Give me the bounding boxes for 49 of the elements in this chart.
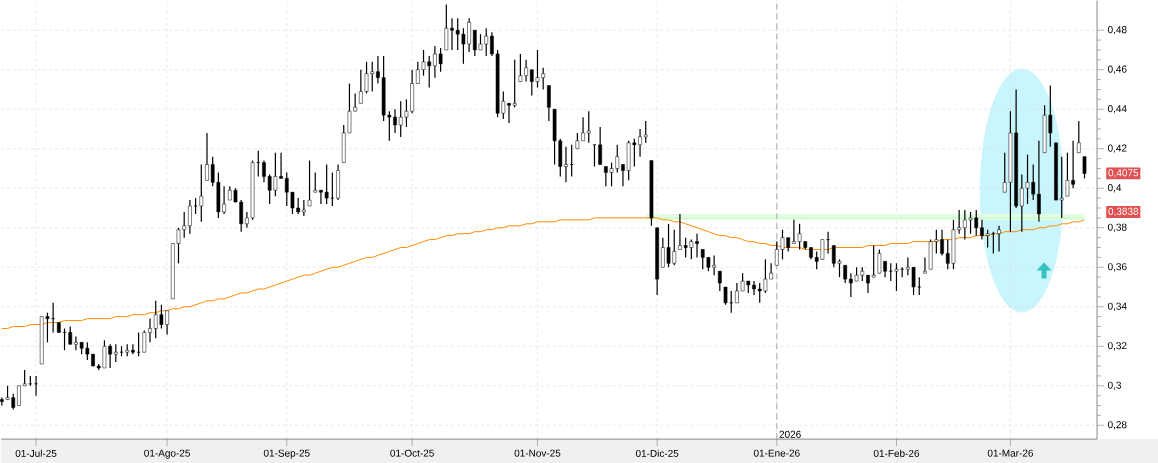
candlestick: [643, 120, 648, 144]
candlestick: [34, 375, 38, 397]
candlestick: [923, 256, 927, 274]
text: 0,3838: [1108, 207, 1139, 217]
candlestick: [997, 225, 1001, 253]
candlestick: [729, 290, 734, 314]
x-tick-label: 01-Ene-26: [753, 449, 800, 457]
y-tick-label: 0,48: [1107, 26, 1127, 35]
y-tick-label: 0,46: [1107, 65, 1127, 74]
x-tick-label: 01-Oct-25: [390, 449, 434, 457]
y-tick-label: 0,4: [1107, 184, 1122, 193]
x-tick-label: 01-Jul-25: [15, 449, 57, 457]
y-tick-label: 0,32: [1107, 342, 1127, 351]
candlestick: [592, 144, 597, 168]
x-tick-label: 01-Ago-25: [144, 449, 190, 459]
candlestick: [1082, 156, 1087, 179]
candlestick: [256, 150, 261, 177]
x-tick-label: 01-Feb-26: [873, 449, 920, 457]
y-tick-label: 0,38: [1107, 223, 1127, 232]
candlestick: [586, 110, 591, 144]
candlestick: [894, 262, 899, 292]
y-tick-label: 0,34: [1107, 302, 1127, 311]
candlestick: [51, 302, 55, 334]
candlestick: [1076, 120, 1081, 154]
candlestick: [598, 126, 603, 166]
candlestick: [188, 199, 192, 235]
candlestick: [1037, 140, 1041, 223]
candlestick: [62, 327, 67, 351]
candlestick: [547, 84, 551, 122]
candlestick: [131, 343, 135, 355]
x-tick-label: 01-Mar-26: [987, 449, 1034, 457]
candlestick: [307, 159, 312, 207]
x-tick-label: 01-Sep-25: [263, 449, 310, 459]
candlestick: [136, 331, 141, 357]
x-tick-label: 01-Dic-25: [635, 449, 679, 457]
ref-line-label: 2026: [779, 430, 801, 438]
candlestick: [330, 171, 335, 207]
y-tick-label: 0,28: [1107, 421, 1127, 430]
y-tick-label: 0,42: [1107, 144, 1127, 153]
candlestick: [302, 199, 306, 217]
x-tick-label: 01-Nov-25: [514, 449, 561, 457]
text: 0,4075: [1108, 169, 1139, 178]
candlestick: [199, 163, 204, 223]
y-tick-label: 0,36: [1107, 263, 1127, 272]
y-tick-label: 0,44: [1107, 105, 1127, 114]
candlestick: [717, 270, 722, 292]
y-tick-label: 0,3: [1107, 381, 1122, 390]
candlestick: [569, 144, 574, 177]
candlestick: [991, 231, 996, 254]
